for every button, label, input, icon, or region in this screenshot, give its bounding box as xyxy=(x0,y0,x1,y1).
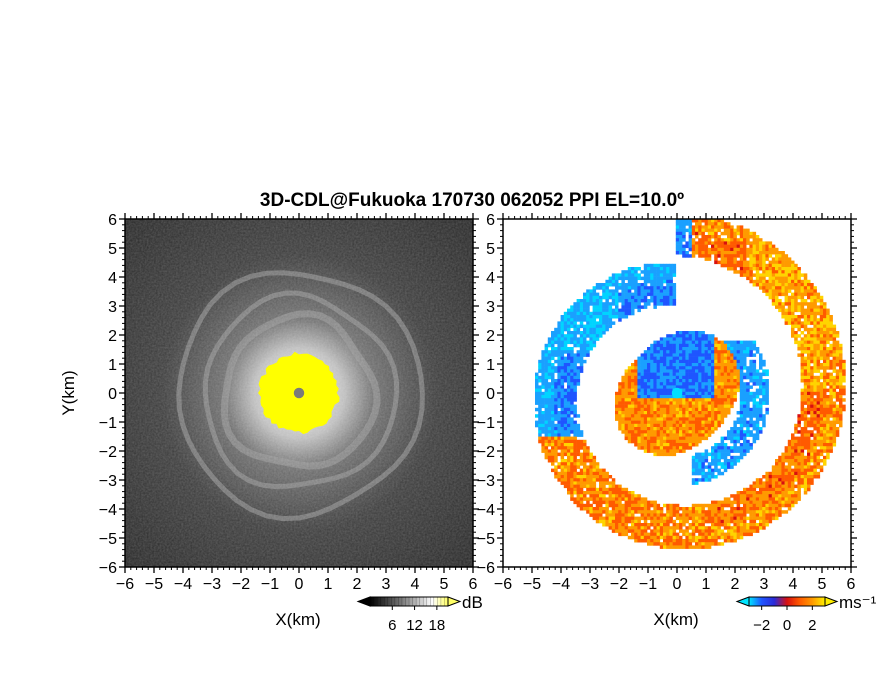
y-tick-label: 3 xyxy=(108,299,117,316)
x-tick-label: 2 xyxy=(731,576,740,593)
y-tick-label: −3 xyxy=(477,473,495,490)
x-tick-label: 4 xyxy=(411,576,420,593)
colorbar-tick-label: 6 xyxy=(388,617,396,634)
x-tick-label: 6 xyxy=(469,576,478,593)
y-tick-label: 2 xyxy=(486,328,495,345)
y-tick-label: −6 xyxy=(99,560,117,577)
y-tick-label: 0 xyxy=(108,386,117,403)
y-tick-label: −1 xyxy=(99,415,117,432)
y-tick-label: 0 xyxy=(486,386,495,403)
y-tick-label: 6 xyxy=(486,212,495,229)
y-tick-label: 6 xyxy=(108,212,117,229)
velocity-colorbar-unit: ms⁻¹ xyxy=(839,593,877,612)
colorbar-min-arrow xyxy=(735,596,750,607)
y-tick-label: 2 xyxy=(108,328,117,345)
colorbar-tick-label: 2 xyxy=(808,617,816,634)
colorbar-min-arrow xyxy=(356,596,371,607)
colorbar-gradient xyxy=(748,596,826,607)
x-tick-label: −5 xyxy=(145,576,163,593)
x-tick-label: 1 xyxy=(702,576,711,593)
radar-site-marker xyxy=(293,387,305,399)
x-tick-label: 5 xyxy=(818,576,827,593)
y-tick-label: −2 xyxy=(99,444,117,461)
y-tick-label: −6 xyxy=(477,560,495,577)
y-tick-label: 5 xyxy=(108,241,117,258)
x-tick-label: 2 xyxy=(353,576,362,593)
y-axis-label: Y(km) xyxy=(59,370,78,415)
x-tick-label: −3 xyxy=(581,576,599,593)
y-tick-label: −5 xyxy=(477,531,495,548)
y-tick-label: 1 xyxy=(486,357,495,374)
y-tick-label: 4 xyxy=(486,270,495,287)
x-tick-label: −1 xyxy=(261,576,279,593)
x-tick-label: −6 xyxy=(494,576,512,593)
colorbar-max-arrow xyxy=(447,596,462,607)
x-tick-label: −4 xyxy=(174,576,192,593)
x-tick-label: 0 xyxy=(673,576,682,593)
y-tick-label: 3 xyxy=(486,299,495,316)
x-tick-label: 1 xyxy=(324,576,333,593)
y-tick-label: −5 xyxy=(99,531,117,548)
x-tick-label: 3 xyxy=(760,576,769,593)
x-tick-label: 3 xyxy=(382,576,391,593)
y-tick-label: −1 xyxy=(477,415,495,432)
velocity-colorbar: −2 0 2 xyxy=(735,596,839,634)
x-tick-label: 5 xyxy=(440,576,449,593)
y-tick-label: 5 xyxy=(486,241,495,258)
y-tick-label: −4 xyxy=(99,502,117,519)
intensity-colorbar: 6 12 18 xyxy=(356,596,462,634)
x-tick-label: −4 xyxy=(552,576,570,593)
x-tick-label: −1 xyxy=(639,576,657,593)
y-tick-label: 1 xyxy=(108,357,117,374)
x-tick-label: 4 xyxy=(789,576,798,593)
intensity-panel: −6 6 −5 5 −4 4 −3 3 −2 2 −1 1 0 0 1 −1 2 −2 3 −3 4 −4 5 −5 6 −6 xyxy=(99,212,479,593)
x-tick-label: 0 xyxy=(295,576,304,593)
x-axis-label-left: X(km) xyxy=(275,610,320,629)
x-axis-label-right: X(km) xyxy=(653,610,698,629)
y-tick-label: −4 xyxy=(477,502,495,519)
x-tick-label: −2 xyxy=(610,576,628,593)
colorbar-tick-label: 12 xyxy=(406,617,423,634)
x-tick-label: 6 xyxy=(847,576,856,593)
colorbar-max-arrow xyxy=(824,596,839,607)
colorbar-tick-label: −2 xyxy=(753,617,770,634)
x-tick-label: −3 xyxy=(203,576,221,593)
x-tick-label: −6 xyxy=(116,576,134,593)
intensity-colorbar-unit: dB xyxy=(462,593,483,612)
y-tick-label: −2 xyxy=(477,444,495,461)
colorbar-tick-label: 0 xyxy=(783,617,791,634)
y-tick-label: −3 xyxy=(99,473,117,490)
colorbar-tick-label: 18 xyxy=(429,617,446,634)
x-tick-label: −2 xyxy=(232,576,250,593)
x-tick-label: −5 xyxy=(523,576,541,593)
chart-title: 3D-CDL@Fukuoka 170730 062052 PPI EL=10.0… xyxy=(260,190,684,211)
radar-site-marker xyxy=(671,387,683,399)
velocity-panel: −6 6 −5 5 −4 4 −3 3 −2 2 −1 1 0 0 1 −1 2 −2 3 −3 4 −4 5 −5 6 −6 xyxy=(477,212,857,593)
y-tick-label: 4 xyxy=(108,270,117,287)
